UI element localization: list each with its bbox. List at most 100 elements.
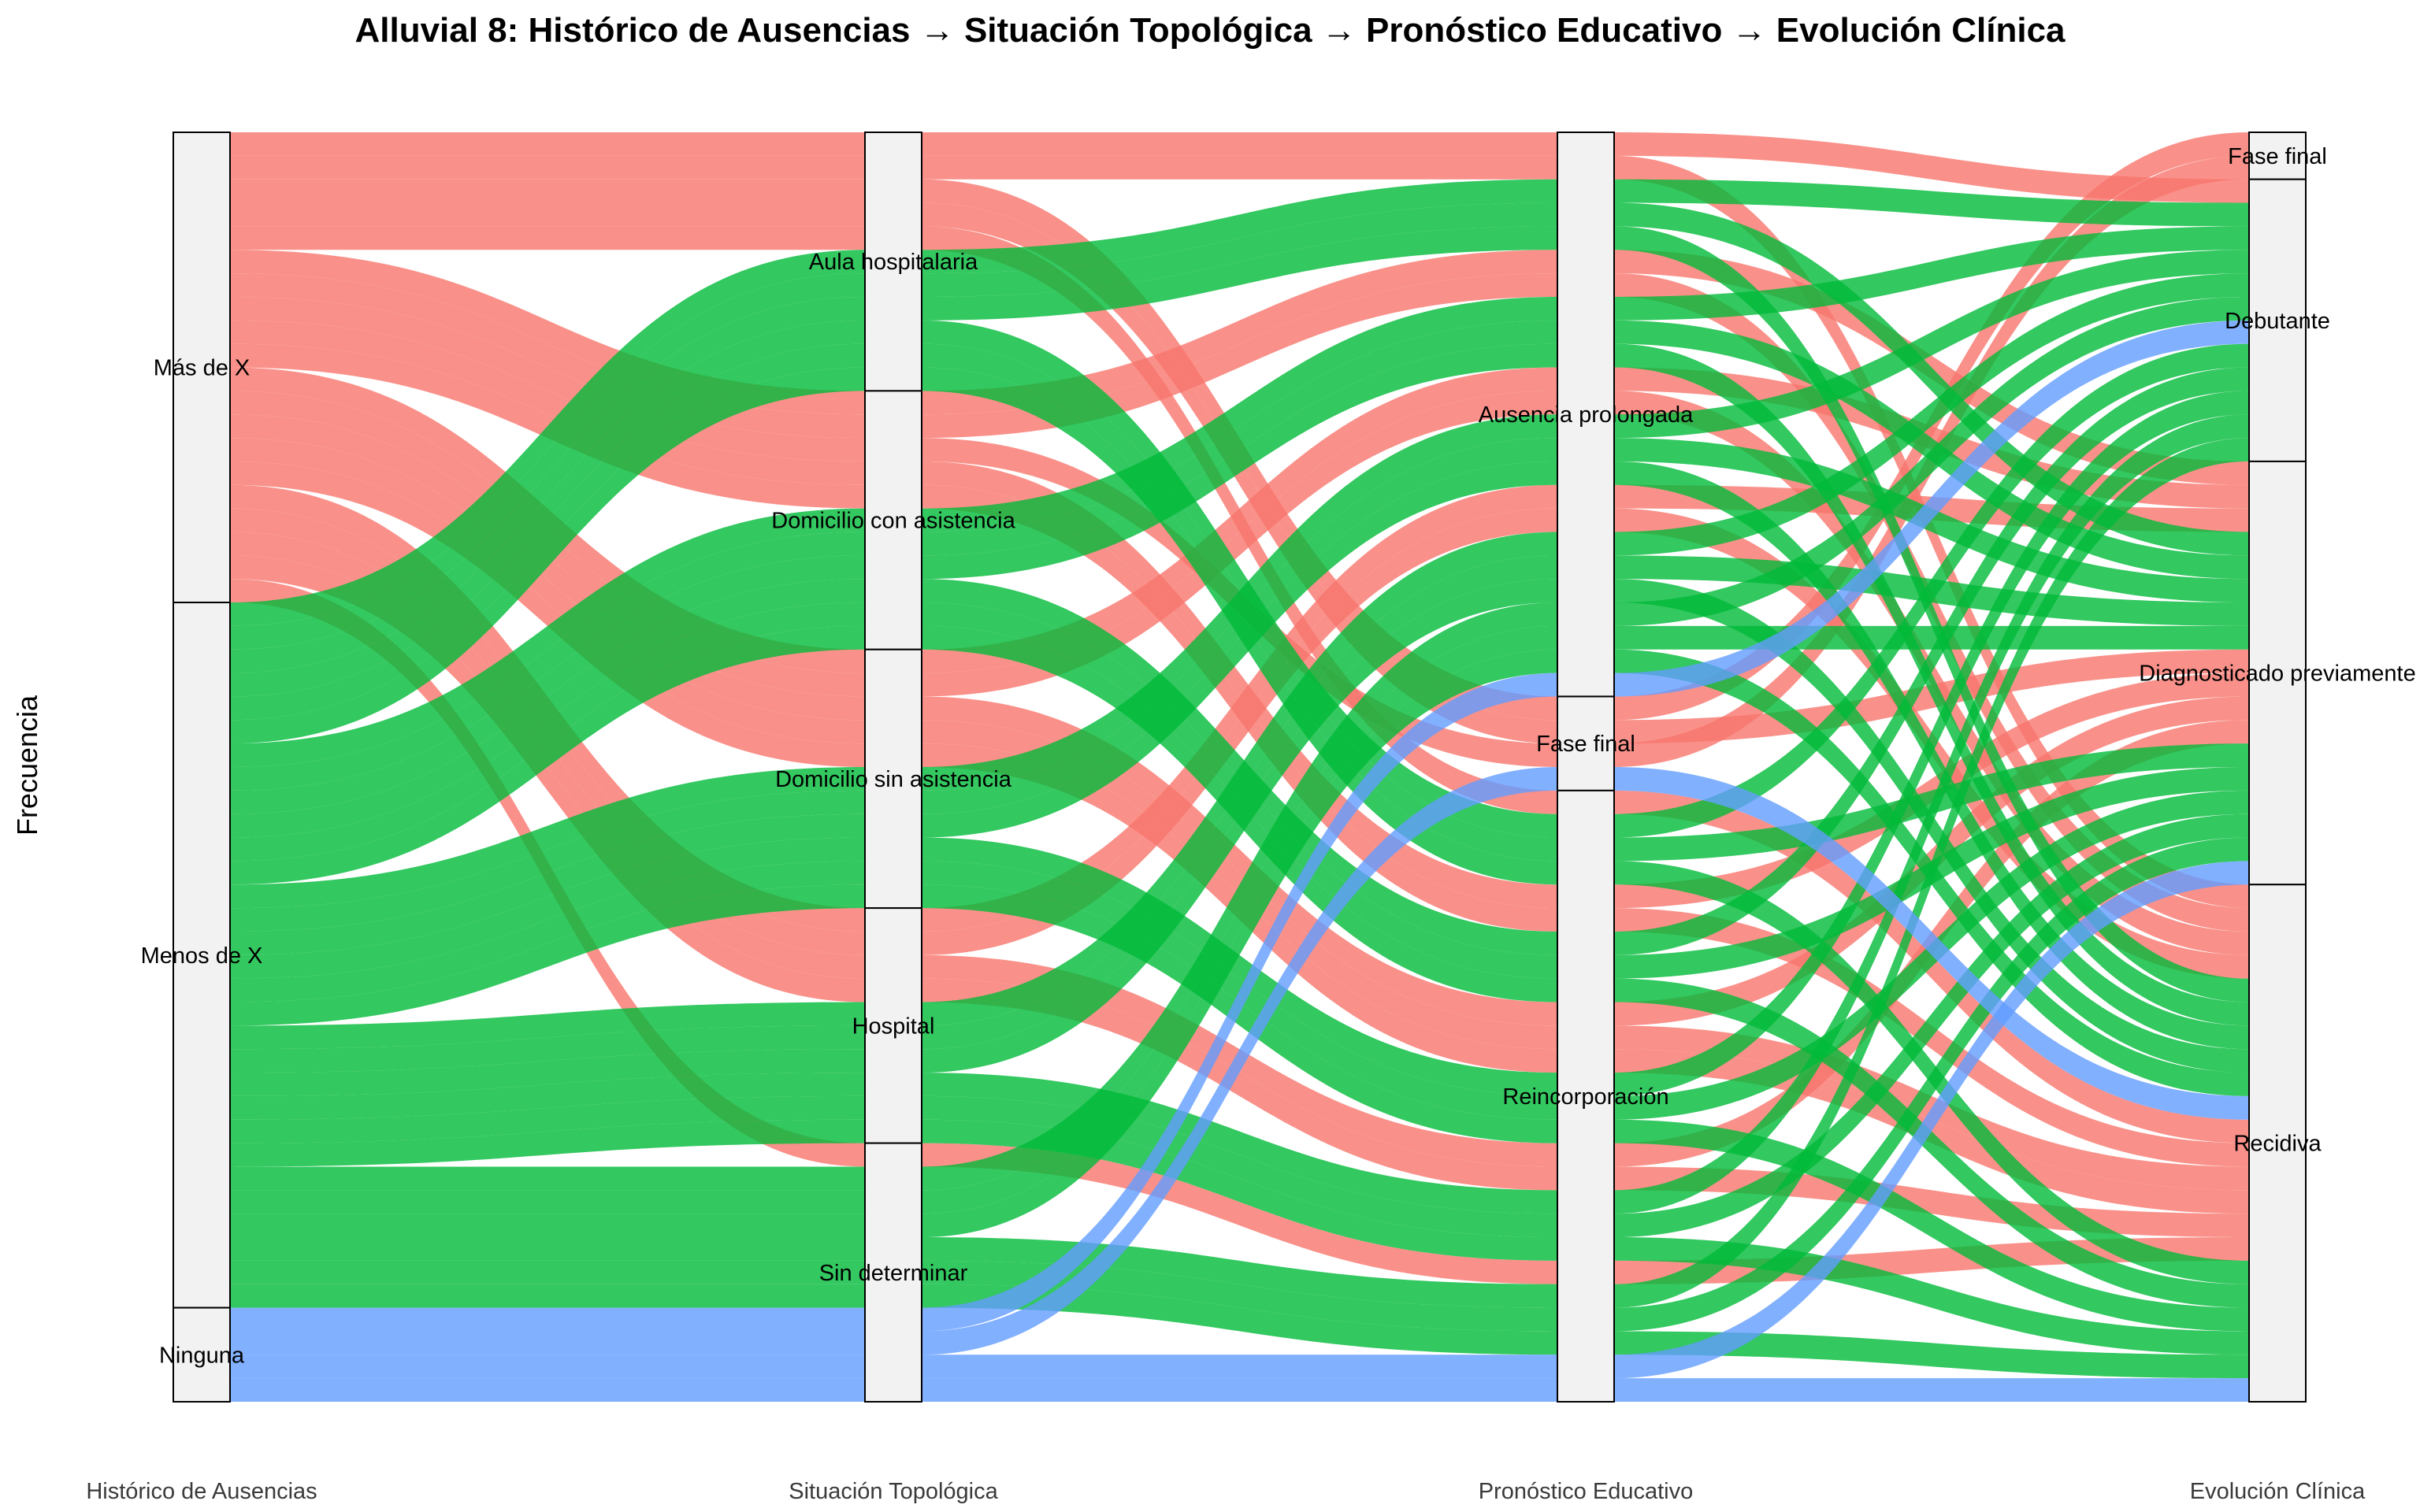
flow-1-segment-0: [230, 155, 865, 180]
flow-34-segment-1: [922, 461, 1557, 838]
stratum-label-situacion-topologica-hospital: Hospital: [852, 1014, 935, 1039]
flow-38-segment-0: [230, 1002, 865, 1050]
stratum-label-evolucion-clinica-debutante: Debutante: [2225, 309, 2330, 334]
flow-50-segment-2: [1614, 320, 2249, 697]
flow-45-segment-1: [922, 625, 1557, 1214]
axis-label-historico-de-ausencias: Histórico de Ausencias: [86, 1479, 317, 1504]
y-axis-label: Frecuencia: [11, 695, 43, 836]
stratum-label-historico-de-ausencias-ninguna: Ninguna: [159, 1343, 245, 1368]
flow-26-segment-1: [922, 296, 1557, 532]
flow-47-segment-2: [1614, 438, 2249, 1308]
flow-3-segment-0: [230, 202, 865, 227]
axis-label-evolucion-clinica: Evolución Clínica: [2190, 1479, 2366, 1504]
axis-label-situacion-topologica: Situación Topológica: [789, 1479, 998, 1504]
flow-26-segment-0: [230, 508, 865, 767]
flow-6-segment-1: [922, 273, 1557, 439]
flow-20-segment-1: [922, 179, 1557, 274]
stratum-label-evolucion-clinica-diagnosticado-previamente: Diagnosticado previamente: [2139, 662, 2415, 687]
flow-18-segment-1: [922, 978, 1557, 1191]
flow-53-segment-2: [1614, 1378, 2249, 1402]
flow-51-segment-1: [922, 767, 1557, 1355]
flow-9-segment-0: [230, 343, 865, 509]
flow-44-segment-2: [1614, 296, 2249, 626]
flow-35-segment-0: [230, 837, 865, 979]
flow-35-segment-2: [1614, 391, 2249, 1096]
flow-52-segment-2: [1614, 861, 2249, 1379]
flow-36-segment-0: [230, 861, 865, 1002]
flow-45-segment-2: [1614, 625, 2249, 650]
flow-37-segment-2: [1614, 1119, 2249, 1332]
flow-44-segment-0: [230, 1166, 865, 1191]
flow-37-segment-0: [230, 884, 865, 1026]
flow-4-segment-0: [230, 226, 865, 250]
flow-35-segment-1: [922, 837, 1557, 1096]
flow-24-segment-2: [1614, 743, 2249, 862]
flow-45-segment-0: [230, 1190, 865, 1214]
flow-32-segment-2: [1614, 250, 2249, 439]
flow-1-segment-1: [922, 155, 1557, 180]
flow-28-segment-2: [1614, 343, 2249, 1026]
flow-46-segment-1: [922, 649, 1557, 1238]
flow-32-segment-1: [922, 414, 1557, 791]
flow-46-segment-0: [230, 1214, 865, 1238]
flow-21-segment-1: [922, 202, 1557, 297]
flow-29-segment-0: [230, 579, 865, 838]
flow-48-segment-2: [1614, 837, 2249, 1332]
flow-22-segment-0: [230, 296, 865, 673]
flow-0-segment-1: [922, 132, 1557, 156]
flow-5-segment-2: [1614, 250, 2249, 485]
flow-27-segment-1: [922, 320, 1557, 556]
flow-49-segment-2: [1614, 1331, 2249, 1379]
flow-19-segment-1: [922, 1143, 1557, 1284]
flow-22-segment-1: [922, 226, 1557, 321]
flow-43-segment-0: [230, 1119, 865, 1167]
flow-18-segment-0: [230, 555, 865, 1002]
flow-21-segment-2: [1614, 202, 2249, 556]
flow-29-segment-2: [1614, 367, 2249, 955]
flow-48-segment-0: [230, 1260, 865, 1284]
stratum-historico-de-ausencias-ninguna: [173, 1306, 231, 1403]
flow-6-segment-0: [230, 273, 865, 439]
stratum-label-situacion-topologica-domicilio-con-asistencia: Domicilio con asistencia: [771, 509, 1015, 534]
flow-20-segment-0: [230, 250, 865, 626]
stratum-situacion-topologica-aula-hospitalaria: [864, 132, 922, 392]
flow-36-segment-1: [922, 861, 1557, 1120]
flow-21-segment-0: [230, 273, 865, 650]
stratum-label-situacion-topologica-domicilio-sin-asistencia: Domicilio sin asistencia: [775, 767, 1012, 792]
flow-8-segment-1: [922, 461, 1557, 909]
axis-labels-layer: Histórico de Ausencias Situación Topológi…: [86, 1479, 2366, 1504]
flow-29-segment-1: [922, 579, 1557, 955]
flow-33-segment-0: [230, 790, 865, 932]
flow-39-segment-0: [230, 1025, 865, 1073]
stratum-label-pronostico-educativo-reincorporacion: Reincorporación: [1502, 1084, 1668, 1110]
flow-7-segment-0: [230, 296, 865, 461]
flow-34-segment-0: [230, 813, 865, 955]
flow-40-segment-1: [922, 579, 1557, 1073]
stratum-label-situacion-topologica-sin-determinar: Sin determinar: [819, 1261, 968, 1286]
flow-27-segment-0: [230, 532, 865, 791]
stratum-label-evolucion-clinica-recidiva: Recidiva: [2233, 1132, 2322, 1157]
axis-label-pronostico-educativo: Pronóstico Educativo: [1479, 1479, 1693, 1504]
flow-25-segment-2: [1614, 861, 2249, 1284]
flow-50-segment-0: [230, 1307, 865, 1332]
flow-31-segment-2: [1614, 978, 2249, 1308]
flow-31-segment-0: [230, 625, 865, 885]
flow-49-segment-0: [230, 1284, 865, 1308]
flow-14-segment-0: [230, 461, 865, 767]
flow-5-segment-1: [922, 250, 1557, 415]
flow-30-segment-0: [230, 602, 865, 862]
stratum-evolucion-clinica-recidiva: [2248, 884, 2307, 1403]
stratum-situacion-topologica-domicilio-sin-asistencia: [864, 648, 922, 910]
flow-22-segment-2: [1614, 226, 2249, 1002]
flow-15-segment-1: [922, 484, 1557, 932]
flow-47-segment-0: [230, 1237, 865, 1261]
flow-52-segment-0: [230, 1354, 865, 1379]
flow-40-segment-0: [230, 1049, 865, 1096]
flow-38-segment-1: [922, 532, 1557, 1026]
stratum-label-evolucion-clinica-fase-final: Fase final: [2228, 144, 2327, 169]
flow-42-segment-0: [230, 1095, 865, 1143]
flow-0-segment-0: [230, 132, 865, 156]
flow-28-segment-1: [922, 343, 1557, 580]
stratum-label-historico-de-ausencias-mas-de-x: Más de X: [154, 356, 251, 381]
